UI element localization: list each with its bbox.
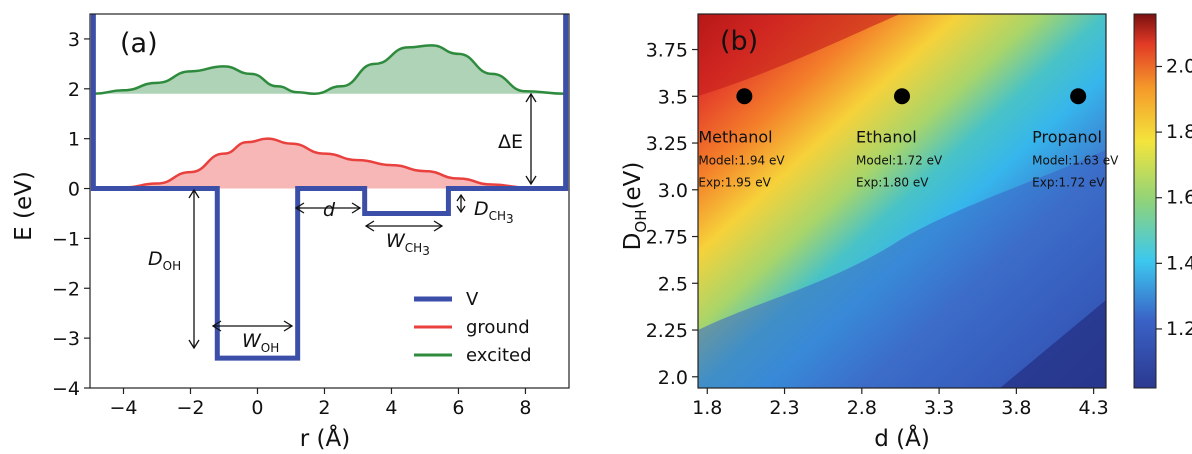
label-d-ch3: DCH3 — [474, 198, 514, 226]
heatmap-upper-region — [698, 14, 900, 96]
arrow-delta-e-heads — [525, 92, 537, 186]
x-tick-label: 2.8 — [847, 397, 877, 419]
x-tick-label: 4.3 — [1079, 397, 1109, 419]
x-tick-label: −4 — [109, 397, 137, 419]
label-delta-e: ΔE — [498, 131, 523, 153]
x-axis-label-b: d (Å) — [874, 424, 930, 452]
panel-label-b: (b) — [720, 26, 758, 57]
colorbar-tick-label: 1.2 — [1166, 318, 1192, 340]
colorbar-ticks: 1.2 1.4 1.6 1.8 2.0 — [1156, 55, 1192, 340]
x-tick-label: 2.3 — [769, 397, 799, 419]
x-tick-label: 6 — [452, 397, 464, 419]
point-exp-label: Exp:1.72 eV — [1032, 175, 1105, 189]
y-tick-label: 2.0 — [658, 367, 688, 389]
x-axis-label-a: r (Å) — [300, 424, 350, 452]
data-point — [736, 88, 753, 105]
legend: V ground excited — [414, 289, 532, 366]
label-d-oh: DOH — [148, 248, 181, 273]
arrow-d-ch3-heads — [456, 193, 466, 214]
point-name-label: Methanol — [698, 127, 772, 146]
point-model-label: Model:1.94 eV — [698, 153, 785, 167]
x-tick-label: 0 — [251, 397, 263, 419]
label-w-oh: WOH — [242, 330, 279, 355]
colorbar-tick-label: 1.4 — [1166, 252, 1192, 274]
legend-label-v: V — [466, 289, 479, 310]
x-tick-label: 2 — [318, 397, 330, 419]
points-b: Methanol Model:1.94 eV Exp:1.95 eV Ethanol M… — [698, 88, 1119, 189]
heatmap — [698, 14, 1106, 388]
legend-label-excited: excited — [466, 345, 532, 366]
point-name-label: Ethanol — [856, 127, 917, 146]
colorbar — [1133, 13, 1157, 389]
point-name-label: Propanol — [1032, 127, 1102, 146]
y-tick-label: 2 — [68, 79, 80, 101]
point-exp-label: Exp:1.95 eV — [698, 175, 771, 189]
label-w-ch3: WCH3 — [386, 230, 430, 258]
y-tick-label: 3.0 — [658, 180, 688, 202]
potential-line — [90, 14, 569, 361]
excited-line — [93, 44, 566, 96]
label-d: d — [323, 199, 336, 221]
legend-label-ground: ground — [466, 317, 530, 338]
y-tick-label: 3.25 — [646, 133, 688, 155]
x-tick-label: 3.8 — [1001, 397, 1031, 419]
data-point — [894, 88, 910, 105]
x-tick-label: 8 — [519, 397, 531, 419]
y-tick-label: 3.75 — [646, 40, 688, 62]
arrow-w-oh-heads — [211, 320, 294, 332]
point-model-label: Model:1.72 eV — [856, 153, 943, 167]
ground-line — [93, 137, 566, 190]
axes-frame-a — [89, 13, 570, 389]
y-tick-label: −1 — [52, 228, 80, 250]
y-tick-label: −3 — [52, 328, 80, 350]
annotation-arrows — [188, 92, 537, 350]
colorbar-tick-label: 1.6 — [1166, 187, 1192, 209]
heatmap-corner-region — [1000, 300, 1106, 388]
point-model-label: Model:1.63 eV — [1032, 153, 1119, 167]
y-tick-label: 2.5 — [658, 273, 688, 295]
panel-b: 1.8 2.3 2.8 3.3 3.8 4.3 2.0 2.25 2.5 2.75 3.0 3.25 3… — [620, 13, 1192, 452]
x-tick-label: −2 — [176, 397, 204, 419]
axes-frame-b — [697, 13, 1107, 389]
y-tick-label: 0 — [68, 179, 80, 201]
y-axis-label-b: DOH(eV) — [620, 162, 650, 251]
y-tick-label: 2.75 — [646, 227, 688, 249]
y-tick-label: −2 — [52, 278, 80, 300]
ticks-a: −4 −2 0 2 4 6 8 −4 −3 −2 −1 0 1 2 3 — [52, 29, 532, 419]
x-tick-label: 1.8 — [692, 397, 722, 419]
arrow-w-ch3-heads — [364, 220, 444, 232]
y-tick-label: 2.25 — [646, 320, 688, 342]
arrow-d-heads — [294, 202, 362, 214]
colorbar-tick-label: 1.8 — [1166, 121, 1192, 143]
ground-fill — [93, 138, 566, 189]
arrow-d-oh-heads — [188, 188, 200, 350]
data-point — [1070, 88, 1087, 105]
y-tick-label: 3 — [68, 29, 80, 51]
x-tick-label: 4 — [385, 397, 397, 419]
heatmap-lower-region — [698, 150, 1106, 388]
panel-a: −4 −2 0 2 4 6 8 −4 −3 −2 −1 0 1 2 3 (a) r (Å) E (eV) Δ… — [11, 13, 570, 452]
y-tick-label: 1 — [68, 129, 80, 151]
y-axis-label-a: E (eV) — [11, 171, 37, 241]
point-exp-label: Exp:1.80 eV — [856, 175, 929, 189]
excited-fill — [93, 45, 566, 94]
ticks-b: 1.8 2.3 2.8 3.3 3.8 4.3 2.0 2.25 2.5 2.75 3.0 3.25 3… — [646, 40, 1109, 419]
colorbar-tick-label: 2.0 — [1166, 55, 1192, 77]
y-tick-label: −4 — [52, 378, 80, 400]
panel-label-a: (a) — [120, 28, 158, 59]
x-tick-label: 3.3 — [924, 397, 954, 419]
y-tick-label: 3.5 — [658, 86, 688, 108]
